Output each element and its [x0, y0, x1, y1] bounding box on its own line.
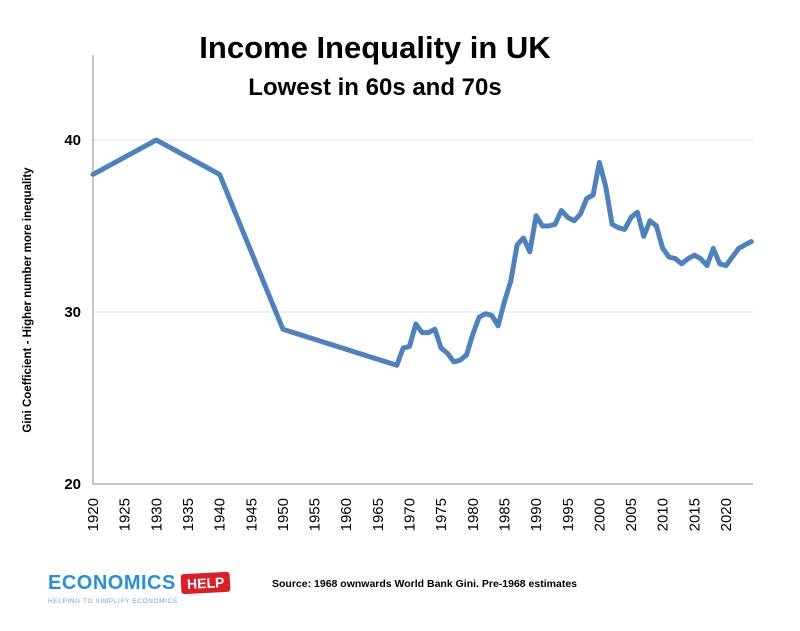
x-tick-label-1950: 1950 [275, 498, 292, 531]
x-tick-label-2005: 2005 [623, 498, 640, 531]
x-tick-label-1920: 1920 [85, 498, 102, 531]
x-tick-label-1995: 1995 [560, 498, 577, 531]
x-tick-label-2010: 2010 [655, 498, 672, 531]
x-tick-label-1990: 1990 [528, 498, 545, 531]
x-tick-label-1970: 1970 [402, 498, 419, 531]
x-tick-label-1930: 1930 [148, 498, 165, 531]
logo-slogan: HELPING TO SIMPLIFY ECONOMICS [48, 598, 178, 605]
x-tick-label-2020: 2020 [718, 498, 735, 531]
x-tick-label-1980: 1980 [465, 498, 482, 531]
x-tick-label-2000: 2000 [591, 498, 608, 531]
chart-title: Income Inequality in UK [199, 30, 551, 65]
x-tick-label-1975: 1975 [433, 498, 450, 531]
series-line-0 [90, 137, 754, 368]
y-axis-label: Gini Coefficient - Higher number more in… [22, 167, 34, 433]
x-tick-label-1935: 1935 [180, 498, 197, 531]
x-tick-label-1925: 1925 [117, 498, 134, 531]
y-tick-label-40: 40 [64, 132, 81, 149]
x-tick-label-1945: 1945 [243, 498, 260, 531]
logo-tag-badge: HELP [180, 571, 231, 595]
x-tick-label-1940: 1940 [212, 498, 229, 531]
tick-labels: 20 30 40 1920 1925 1930 1935 1940 1945 1950 1955 19… [64, 132, 735, 531]
x-tick-label-1955: 1955 [307, 498, 324, 531]
series-layer [90, 137, 754, 368]
x-tick-label-1985: 1985 [496, 498, 513, 531]
chart-subtitle: Lowest in 60s and 70s [248, 74, 502, 101]
logo-wordmark: ECONOMICS [48, 572, 176, 594]
x-tick-label-1965: 1965 [370, 498, 387, 531]
x-tick-label-2015: 2015 [686, 498, 703, 531]
axes [92, 55, 753, 485]
y-tick-label-30: 30 [64, 304, 81, 321]
gridlines [93, 139, 753, 313]
economics-help-logo: ECONOMICS HELP HELPING TO SIMPLIFY ECONO… [48, 570, 231, 610]
source-note: Source: 1968 ownwards World Bank Gini. P… [272, 578, 578, 590]
y-tick-label-20: 20 [64, 476, 81, 493]
x-tick-label-1960: 1960 [338, 498, 355, 531]
